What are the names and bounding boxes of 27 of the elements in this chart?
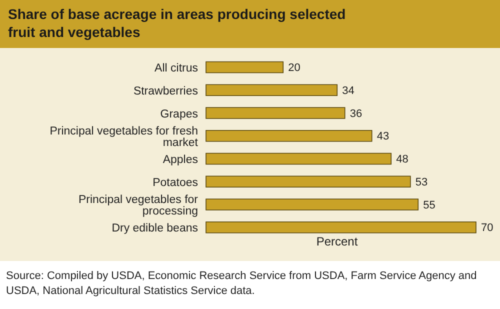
- bar: [206, 107, 346, 119]
- data-label: 70: [481, 222, 494, 234]
- y-tick-label: Strawberries: [133, 85, 198, 98]
- bar: [206, 61, 284, 74]
- y-tick-label: Principal vegetables for processing: [78, 194, 198, 218]
- bar: [206, 221, 476, 234]
- y-tick-label: Principal vegetables for fresh market: [50, 125, 199, 149]
- data-label: 53: [415, 176, 428, 188]
- bar: [206, 84, 338, 96]
- data-label: 48: [396, 154, 408, 166]
- chart-title: Share of base acreage in areas producing selected fruit and vegetables: [8, 5, 347, 41]
- bar: [206, 152, 392, 165]
- y-tick-label: Potatoes: [152, 176, 198, 189]
- bar: [206, 130, 372, 142]
- bar: [206, 176, 411, 188]
- data-label: 36: [350, 108, 362, 120]
- data-label: 34: [342, 85, 354, 97]
- y-tick-label: Apples: [162, 154, 198, 166]
- y-tick-label: All citrus: [154, 62, 198, 75]
- data-label: 55: [423, 199, 436, 212]
- data-label: 43: [376, 130, 390, 143]
- data-label: 20: [288, 62, 300, 74]
- source-note: Source: Compiled by USDA, Economic Research Service from USDA, Farm Service Agency and USDA, National Agricultural Statistics Service data.: [6, 269, 478, 299]
- x-axis-title: Percent: [316, 234, 358, 249]
- y-tick-label: Grapes: [160, 108, 198, 120]
- y-tick-label: Dry edible beans: [112, 222, 198, 235]
- bar: [206, 198, 419, 210]
